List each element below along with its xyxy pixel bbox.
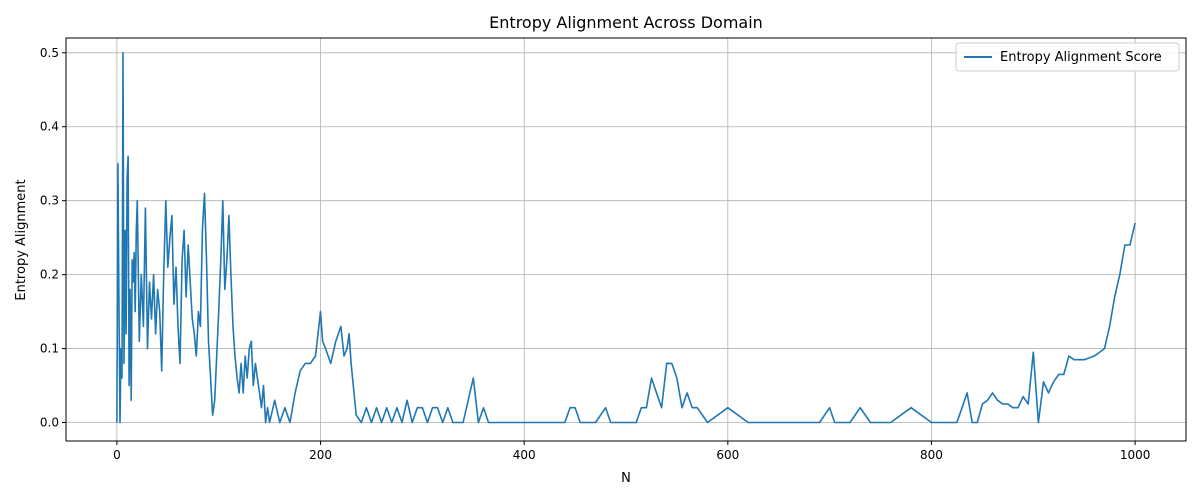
x-tick-label: 800 [920, 448, 943, 462]
legend-label: Entropy Alignment Score [1000, 50, 1162, 65]
legend-box [955, 42, 1180, 72]
x-tick-label: 0 [113, 448, 121, 462]
legend: Entropy Alignment Score [955, 42, 1180, 72]
x-tick-label: 400 [513, 448, 536, 462]
y-tick-label: 0.1 [40, 342, 59, 356]
chart-title: Entropy Alignment Across Domain [489, 13, 763, 32]
plot-frame [65, 37, 1187, 442]
y-tick-label: 0.3 [40, 194, 59, 208]
grid-lines [66, 38, 1186, 441]
y-tick-label: 0.2 [40, 268, 59, 282]
x-tick-label: 200 [309, 448, 332, 462]
y-tick-label: 0.4 [40, 120, 59, 134]
series-line-entropy-alignment-score [116, 51, 1136, 424]
axis-ticks: 0 200 400 600 800 1000 0.0 0.1 0.2 0.3 0.4 0.5 [40, 46, 1150, 462]
series-lines [116, 51, 1136, 424]
x-tick-label: 600 [716, 448, 739, 462]
y-tick-label: 0.5 [40, 46, 59, 60]
x-axis-label: N [621, 471, 631, 486]
x-tick-label: 1000 [1120, 448, 1151, 462]
y-tick-label: 0.0 [40, 416, 59, 430]
y-axis-label: Entropy Alignment [14, 179, 29, 300]
